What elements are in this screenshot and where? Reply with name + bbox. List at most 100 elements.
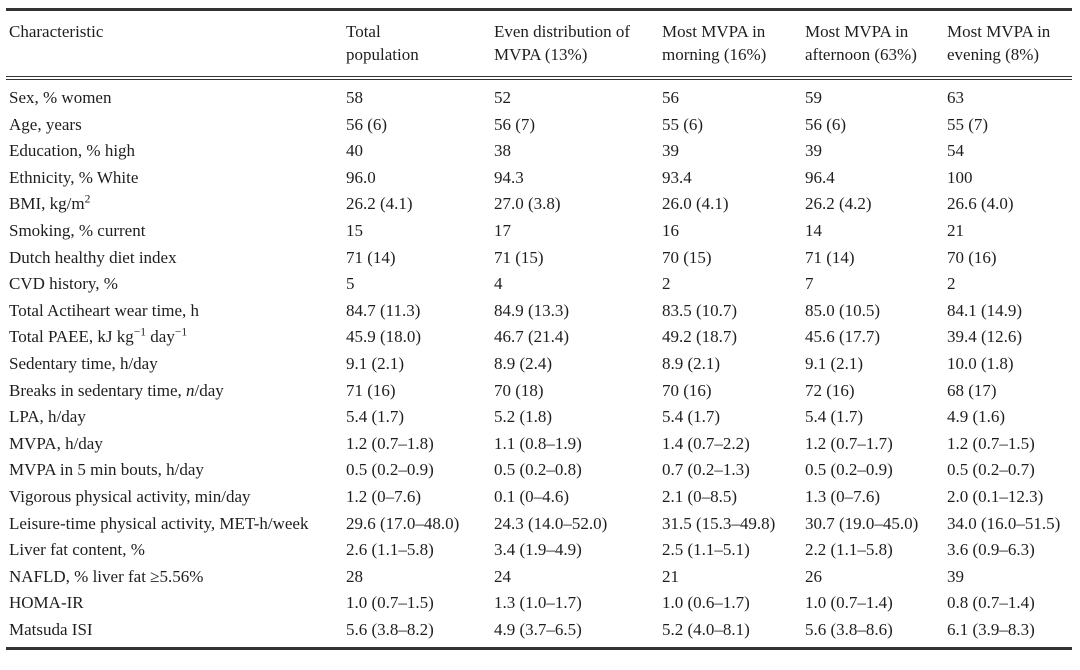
row-label: Total PAEE, kJ kg−1 day−1 <box>9 325 188 347</box>
cell: 55 (7) <box>947 114 989 134</box>
cell: 1.3 (1.0–1.7) <box>494 593 582 613</box>
row-label: Ethnicity, % White <box>9 167 139 187</box>
cell: 0.5 (0.2–0.9) <box>346 460 434 480</box>
cell: 24 <box>494 566 511 586</box>
row-label: NAFLD, % liver fat ≥5.56% <box>9 566 204 586</box>
cell: 52 <box>494 88 511 107</box>
column-header-line: evening (8%) <box>947 45 1040 64</box>
row-label: LPA, h/day <box>9 407 86 427</box>
table-row: Education, % high 40 38 39 39 54 <box>6 138 1072 165</box>
row-label: Liver fat content, % <box>9 540 145 560</box>
table-header: Characteristic Total population Even distri… <box>6 9 1072 80</box>
column-header-characteristic: Characteristic <box>6 9 344 80</box>
table-row: BMI, kg/m2 26.2 (4.1) 27.0 (3.8) 26.0 (4.1)… <box>6 191 1072 218</box>
cell: 1.1 (0.8–1.9) <box>494 433 582 453</box>
cell: 94.3 <box>494 167 524 187</box>
cell: 38 <box>494 141 511 161</box>
cell: 84.1 (14.9) <box>947 300 1023 320</box>
cell: 39 <box>947 566 964 586</box>
table-row: MVPA, h/day 1.2 (0.7–1.8) 1.1 (0.8–1.9) 1.4… <box>6 431 1072 458</box>
table-row: NAFLD, % liver fat ≥5.56% 28 24 21 26 39 <box>6 564 1072 591</box>
cell: 7 <box>805 274 814 294</box>
row-label: Leisure-time physical activity, MET-h/we… <box>9 513 309 533</box>
cell: 2.5 (1.1–5.1) <box>662 540 750 560</box>
cell: 28 <box>346 566 363 586</box>
cell: 56 (7) <box>494 114 536 134</box>
cell: 4.9 (3.7–6.5) <box>494 619 582 639</box>
cell: 4.9 (1.6) <box>947 407 1006 427</box>
row-label: MVPA in 5 min bouts, h/day <box>9 460 204 480</box>
cell: 5.2 (1.8) <box>494 407 553 427</box>
column-header-line: Total <box>346 22 381 41</box>
cell: 0.5 (0.2–0.8) <box>494 460 582 480</box>
cell: 70 (16) <box>947 247 997 267</box>
table-row: LPA, h/day 5.4 (1.7) 5.2 (1.8) 5.4 (1.7) 5.4… <box>6 404 1072 431</box>
row-label: CVD history, % <box>9 274 118 294</box>
row-label: MVPA, h/day <box>9 433 103 453</box>
cell: 70 (16) <box>662 380 712 400</box>
column-header-most-mvpa-afternoon: Most MVPA in afternoon (63%) <box>803 9 945 80</box>
cell: 2.2 (1.1–5.8) <box>805 540 893 560</box>
table-row: Sedentary time, h/day 9.1 (2.1) 8.9 (2.4) 8… <box>6 351 1072 378</box>
cell: 40 <box>346 141 363 161</box>
cell: 14 <box>805 220 822 240</box>
cell: 2.0 (0.1–12.3) <box>947 486 1044 506</box>
cell: 27.0 (3.8) <box>494 194 561 214</box>
cell: 96.4 <box>805 167 835 187</box>
cell: 85.0 (10.5) <box>805 300 881 320</box>
cell: 5.2 (4.0–8.1) <box>662 619 750 639</box>
cell: 70 (18) <box>494 380 544 400</box>
row-label: Total Actiheart wear time, h <box>9 300 199 320</box>
cell: 58 <box>346 88 363 107</box>
cell: 21 <box>662 566 679 586</box>
cell: 15 <box>346 220 363 240</box>
characteristics-table: Characteristic Total population Even distri… <box>6 8 1072 651</box>
cell: 71 (16) <box>346 380 396 400</box>
cell: 2 <box>947 274 956 294</box>
cell: 9.1 (2.1) <box>346 353 405 373</box>
cell: 9.1 (2.1) <box>805 353 864 373</box>
cell: 5.4 (1.7) <box>662 407 721 427</box>
column-header-line: Even distribution of <box>494 22 630 41</box>
table-row: Total Actiheart wear time, h 84.7 (11.3) 8… <box>6 298 1072 325</box>
cell: 30.7 (19.0–45.0) <box>805 513 919 533</box>
cell: 5.6 (3.8–8.2) <box>346 619 434 639</box>
column-header-line: afternoon (63%) <box>805 45 917 64</box>
cell: 68 (17) <box>947 380 997 400</box>
table-row: CVD history, % 5 4 2 7 2 <box>6 271 1072 298</box>
cell: 6.1 (3.9–8.3) <box>947 619 1035 639</box>
cell: 39 <box>805 141 822 161</box>
column-header-total-population: Total population <box>344 9 492 80</box>
row-label: Sedentary time, h/day <box>9 353 158 373</box>
row-label: Smoking, % current <box>9 220 146 240</box>
row-label: Education, % high <box>9 141 136 161</box>
table-body: Sex, % women 58 52 56 59 63 Age, years 56 (6) 56… <box>6 78 1072 649</box>
cell: 3.6 (0.9–6.3) <box>947 540 1035 560</box>
cell: 1.3 (0–7.6) <box>805 486 881 506</box>
cell: 1.4 (0.7–2.2) <box>662 433 750 453</box>
row-label: BMI, kg/m2 <box>9 192 91 214</box>
cell: 63 <box>947 88 964 107</box>
row-label: Sex, % women <box>9 88 112 107</box>
cell: 26.0 (4.1) <box>662 194 729 214</box>
cell: 70 (15) <box>662 247 712 267</box>
cell: 26 <box>805 566 822 586</box>
cell: 1.0 (0.7–1.4) <box>805 593 893 613</box>
cell: 56 (6) <box>346 114 388 134</box>
cell: 0.8 (0.7–1.4) <box>947 593 1035 613</box>
cell: 46.7 (21.4) <box>494 327 570 347</box>
cell: 84.9 (13.3) <box>494 300 570 320</box>
cell: 26.2 (4.2) <box>805 194 872 214</box>
header-row: Characteristic Total population Even distri… <box>6 9 1072 80</box>
table-row: Matsuda ISI 5.6 (3.8–8.2) 4.9 (3.7–6.5) 5.2… <box>6 617 1072 649</box>
cell: 34.0 (16.0–51.5) <box>947 513 1061 533</box>
column-header-line: Most MVPA in <box>947 22 1051 41</box>
cell: 100 <box>947 167 973 187</box>
cell: 16 <box>662 220 679 240</box>
row-label: Vigorous physical activity, min/day <box>9 486 251 506</box>
row-label: Dutch healthy diet index <box>9 247 177 267</box>
cell: 2.6 (1.1–5.8) <box>346 540 434 560</box>
cell: 5.6 (3.8–8.6) <box>805 619 893 639</box>
column-header-most-mvpa-morning: Most MVPA in morning (16%) <box>660 9 803 80</box>
table-row: MVPA in 5 min bouts, h/day 0.5 (0.2–0.9) 0… <box>6 457 1072 484</box>
